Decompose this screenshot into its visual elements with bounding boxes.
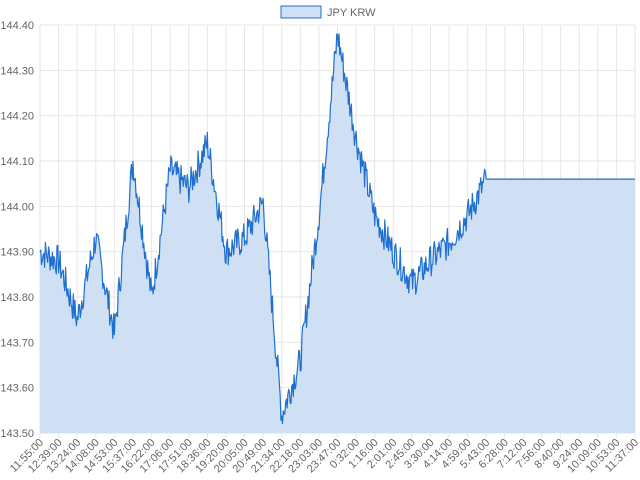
y-tick-label: 143.60 bbox=[0, 383, 34, 395]
y-tick-label: 143.80 bbox=[0, 292, 34, 304]
legend-label[interactable]: JPY KRW bbox=[327, 7, 376, 19]
y-tick-label: 144.30 bbox=[0, 65, 34, 77]
series-line-jpy-krw[interactable] bbox=[39, 33, 635, 425]
y-tick-label: 144.10 bbox=[0, 156, 34, 168]
y-tick-label: 144.40 bbox=[0, 20, 34, 32]
x-axis: 11:55:0012:39:0013:24:0014:08:0014:53:00… bbox=[8, 437, 640, 476]
y-axis: 143.50 143.60 143.70 143.80 143.90 144.00 144.… bbox=[0, 20, 34, 440]
legend[interactable]: JPY KRW bbox=[280, 5, 376, 19]
y-tick-label: 143.50 bbox=[0, 428, 34, 440]
y-tick-label: 144.00 bbox=[0, 201, 34, 213]
legend-swatch[interactable] bbox=[280, 5, 322, 19]
area-layer bbox=[39, 33, 635, 434]
y-tick-label: 143.70 bbox=[0, 337, 34, 349]
y-tick-label: 143.90 bbox=[0, 247, 34, 259]
area-fill bbox=[40, 33, 635, 434]
y-tick-label: 144.20 bbox=[0, 111, 34, 123]
